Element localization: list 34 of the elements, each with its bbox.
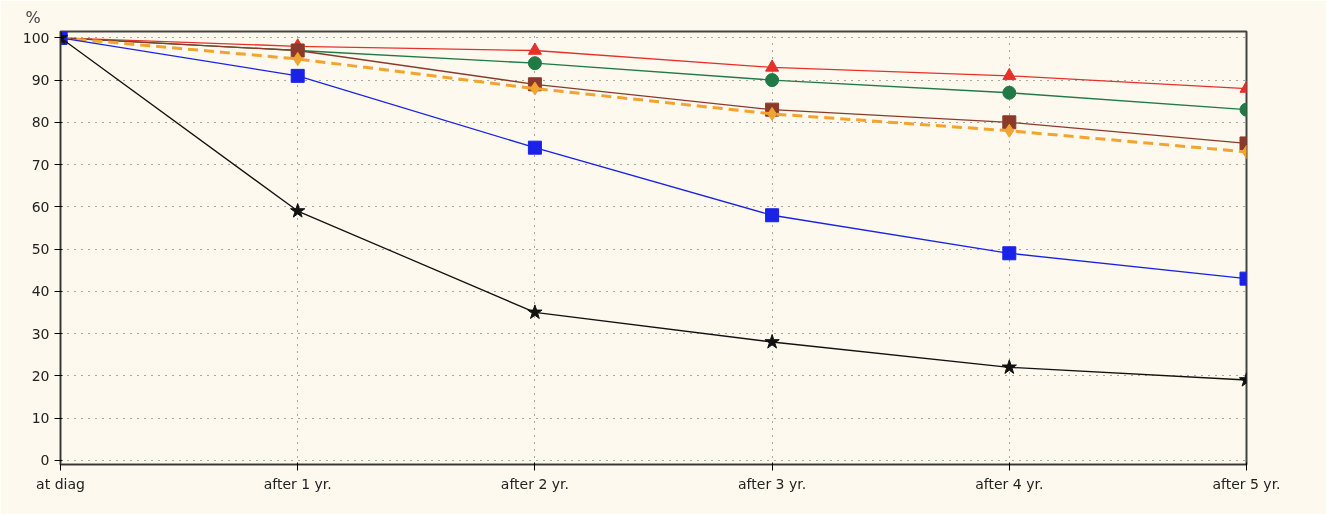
y-tick-label: 60 <box>31 198 50 215</box>
point <box>1001 359 1017 374</box>
y-tick-label: 0 <box>40 452 50 469</box>
x-tick-label: at diag <box>36 475 85 492</box>
y-tick-label: 10 <box>31 410 50 427</box>
y-tick-label: 40 <box>31 283 50 300</box>
y-tick-label: 70 <box>31 156 50 173</box>
point <box>765 73 780 88</box>
x-tick-label: after 3 yr. <box>738 475 807 492</box>
x-tick-label: after 5 yr. <box>1212 475 1281 492</box>
point <box>765 59 780 72</box>
point <box>292 51 303 66</box>
y-tick-label: 80 <box>31 114 50 131</box>
point <box>764 333 780 349</box>
point <box>765 208 780 223</box>
y-tick-label: 50 <box>31 241 50 258</box>
x-tick-label: after 4 yr. <box>975 475 1044 492</box>
y-tick-label: 30 <box>31 325 50 342</box>
point <box>1002 246 1017 261</box>
y-tick-label: 100 <box>22 29 50 46</box>
x-tick-label: after 2 yr. <box>500 475 569 492</box>
point <box>527 42 542 55</box>
point <box>527 56 542 71</box>
y-tick-label: 20 <box>31 367 50 384</box>
point <box>1002 67 1017 81</box>
point <box>1002 85 1017 100</box>
point <box>290 203 306 218</box>
y-axis-title: % <box>25 7 41 27</box>
x-tick-label: after 1 yr. <box>263 475 332 492</box>
point <box>1004 123 1015 138</box>
point <box>527 304 543 319</box>
point <box>527 140 542 155</box>
point <box>290 68 305 83</box>
y-tick-label: 90 <box>31 72 50 89</box>
